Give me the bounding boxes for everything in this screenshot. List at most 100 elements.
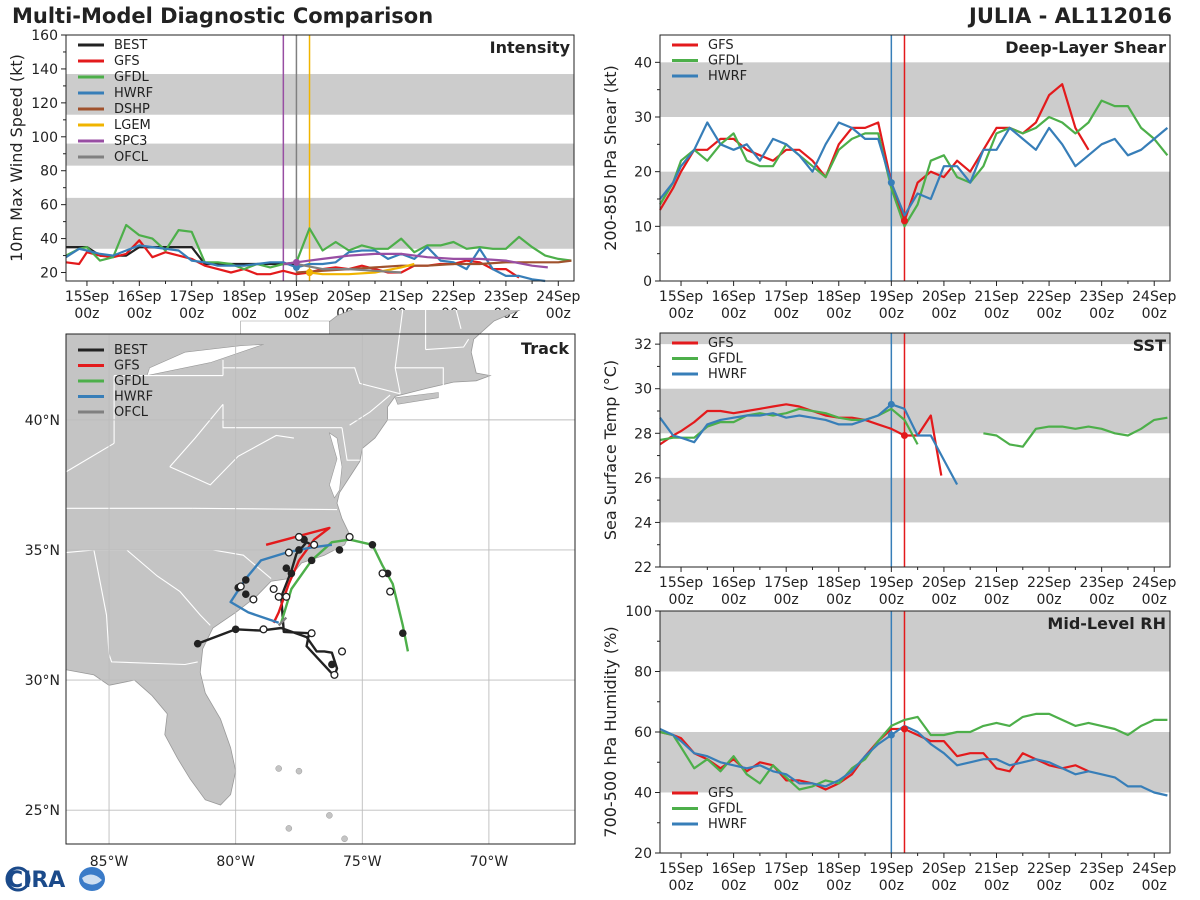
x-tick-label: 00z	[721, 306, 746, 322]
x-tick-label: 17Sep	[764, 861, 808, 877]
x-tick-label: 20Sep	[922, 289, 966, 305]
state-border	[169, 434, 294, 486]
y-tick-label: 120	[31, 96, 58, 112]
x-tick-label: 00z	[1036, 592, 1061, 608]
x-tick-label: 24Sep	[1132, 861, 1176, 877]
series-line-hwrf	[659, 121, 1169, 217]
lat-label: 40°N	[25, 413, 60, 429]
legend-label: HWRF	[114, 86, 153, 101]
y-axis-label: Sea Surface Temp (°C)	[601, 360, 620, 540]
x-tick-label: 00z	[127, 306, 152, 322]
x-tick-label: 00z	[74, 306, 99, 322]
y-axis-label: 700-500 hPa Humidity (%)	[601, 626, 620, 837]
x-tick-label: 00z	[879, 306, 904, 322]
x-tick-label: 00z	[668, 878, 693, 894]
x-tick-label: 00z	[231, 306, 256, 322]
init-marker	[887, 179, 895, 187]
x-tick-label: 00z	[668, 306, 693, 322]
legend-label: GFS	[708, 336, 734, 351]
y-tick-label: 28	[634, 426, 652, 442]
y-tick-label: 26	[634, 471, 652, 487]
plot-frame	[65, 34, 575, 282]
x-tick-label: 23Sep	[1080, 861, 1124, 877]
legend-label: OFCL	[114, 150, 149, 165]
lat-label: 25°N	[25, 803, 60, 819]
x-tick-label: 16Sep	[712, 861, 756, 877]
category-band	[66, 143, 574, 166]
x-tick-label: 21Sep	[379, 289, 423, 305]
state-border	[169, 403, 224, 468]
y-tick-label: 24	[634, 515, 652, 531]
y-tick-label: 30	[634, 382, 652, 398]
intensity-chart: 2040608010012014016015Sep00z16Sep00z17Se…	[7, 28, 581, 322]
x-tick-label: 18Sep	[817, 575, 861, 591]
legend-label: DSHP	[114, 102, 150, 117]
legend-label: GFS	[708, 786, 734, 801]
state-border	[222, 404, 342, 429]
y-tick-label: 80	[634, 665, 652, 681]
plot-area	[660, 333, 1170, 567]
init-marker	[900, 432, 908, 440]
y-tick-label: 160	[31, 28, 58, 44]
y-tick-label: 60	[40, 198, 58, 214]
series-line-lgem	[309, 262, 415, 276]
y-tick-label: 40	[634, 786, 652, 802]
x-tick-label: 00z	[984, 306, 1009, 322]
lon-label: 70°W	[470, 854, 509, 870]
y-tick-label: 60	[634, 725, 652, 741]
lon-label: 80°W	[216, 854, 255, 870]
panel-title: Mid-Level RH	[1047, 614, 1166, 633]
category-band	[660, 732, 1170, 793]
track-marker-filled	[241, 576, 250, 584]
x-tick-label: 15Sep	[65, 289, 109, 305]
category-band	[660, 333, 1170, 345]
category-band	[660, 611, 1170, 672]
state-border	[108, 653, 198, 666]
state-border	[455, 310, 462, 329]
legend-label: HWRF	[114, 390, 153, 405]
x-tick-label: 17Sep	[764, 575, 808, 591]
bahamas-island	[341, 835, 348, 843]
plot-frame	[659, 34, 1171, 282]
x-tick-label: 22Sep	[1027, 289, 1071, 305]
series-line-hwrf	[659, 403, 959, 486]
x-tick-label: 24Sep	[536, 289, 580, 305]
legend-label: HWRF	[708, 69, 747, 84]
x-tick-label: 18Sep	[817, 289, 861, 305]
x-tick-label: 21Sep	[974, 575, 1018, 591]
x-tick-label: 17Sep	[764, 289, 808, 305]
panel-title: SST	[1133, 336, 1166, 355]
y-tick-label: 30	[634, 110, 652, 126]
category-band	[660, 477, 1170, 523]
legend-label: GFDL	[114, 70, 150, 85]
track-map: 85°W 80°W 75°W 70°W 40°N 35°N 30°N 25°N Track BES…	[25, 310, 576, 870]
lake-ontario	[240, 320, 330, 335]
x-tick-label: 00z	[546, 306, 571, 322]
track-marker-open	[345, 532, 354, 542]
track-marker-open	[249, 595, 258, 604]
series-line-gfdl	[983, 416, 1168, 448]
x-tick-label: 22Sep	[1027, 861, 1071, 877]
track-marker-open	[236, 582, 245, 591]
y-tick-label: 140	[31, 62, 58, 78]
legend-label: SPC3	[114, 134, 147, 149]
x-tick-label: 19Sep	[869, 575, 913, 591]
x-tick-label: 00z	[879, 592, 904, 608]
y-tick-label: 20	[40, 266, 58, 282]
x-tick-label: 00z	[1089, 878, 1114, 894]
track-marker-filled	[282, 564, 291, 572]
x-tick-label: 00z	[668, 592, 693, 608]
x-tick-label: 00z	[1036, 306, 1061, 322]
series-line-hwrf	[659, 724, 1168, 797]
x-tick-label: 21Sep	[974, 289, 1018, 305]
x-tick-label: 16Sep	[712, 575, 756, 591]
track-marker-open	[378, 569, 387, 578]
cira-logo: CIRA	[5, 866, 105, 893]
series-line-spc3	[283, 252, 548, 269]
category-band	[66, 197, 574, 249]
state-border	[341, 427, 360, 461]
x-tick-label: 18Sep	[817, 861, 861, 877]
track-line-gfs	[265, 526, 331, 624]
map-frame	[65, 333, 576, 845]
